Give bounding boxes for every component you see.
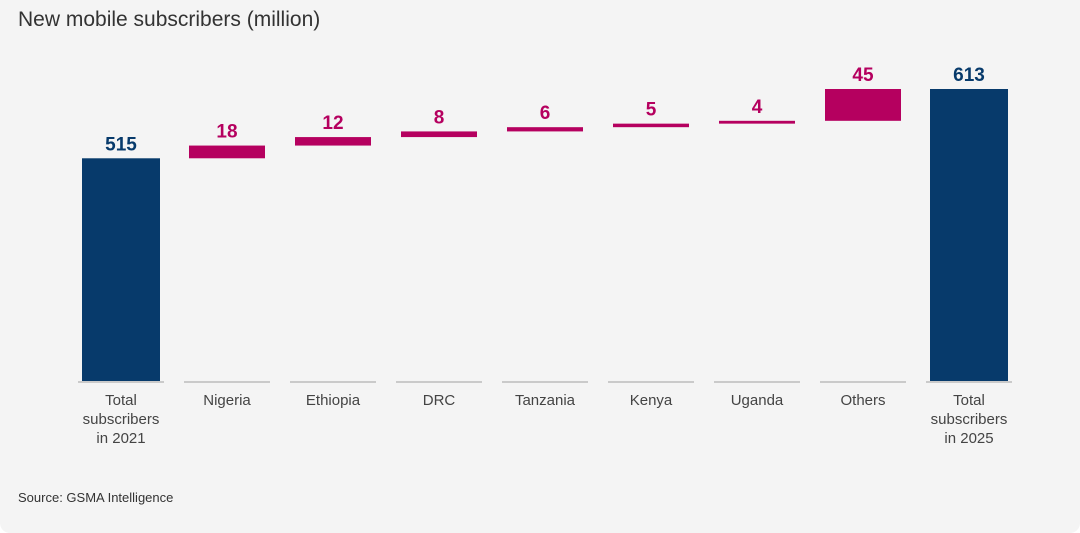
bar (930, 89, 1008, 381)
bar (189, 145, 265, 159)
bar (613, 123, 689, 128)
category-label: Total (953, 392, 985, 409)
bar (825, 89, 901, 121)
category-label: subscribers (931, 411, 1008, 428)
data-label: 8 (434, 107, 445, 128)
bar (507, 127, 583, 132)
data-label: 515 (105, 134, 137, 155)
data-label: 6 (540, 103, 551, 124)
category-label: Total (105, 392, 137, 409)
category-label: Ethiopia (306, 392, 361, 409)
category-label: subscribers (83, 411, 160, 428)
data-label: 4 (752, 97, 763, 118)
data-label: 12 (322, 113, 343, 134)
category-label: Nigeria (203, 392, 251, 409)
category-label: Kenya (630, 392, 673, 409)
data-label: 5 (646, 100, 657, 121)
category-label: in 2025 (944, 430, 993, 447)
data-label: 45 (852, 65, 874, 86)
chart-title: New mobile subscribers (million) (18, 8, 321, 31)
bar (719, 120, 795, 124)
data-label: 613 (953, 65, 985, 86)
bar (401, 131, 477, 138)
category-label: Uganda (731, 392, 784, 409)
bar (82, 158, 160, 381)
bar (295, 137, 371, 146)
category-label: Tanzania (515, 392, 576, 409)
category-label: Others (840, 392, 885, 409)
chart-source: Source: GSMA Intelligence (18, 490, 174, 505)
category-label: in 2021 (96, 430, 145, 447)
category-label: DRC (423, 392, 456, 409)
data-label: 18 (216, 122, 237, 143)
